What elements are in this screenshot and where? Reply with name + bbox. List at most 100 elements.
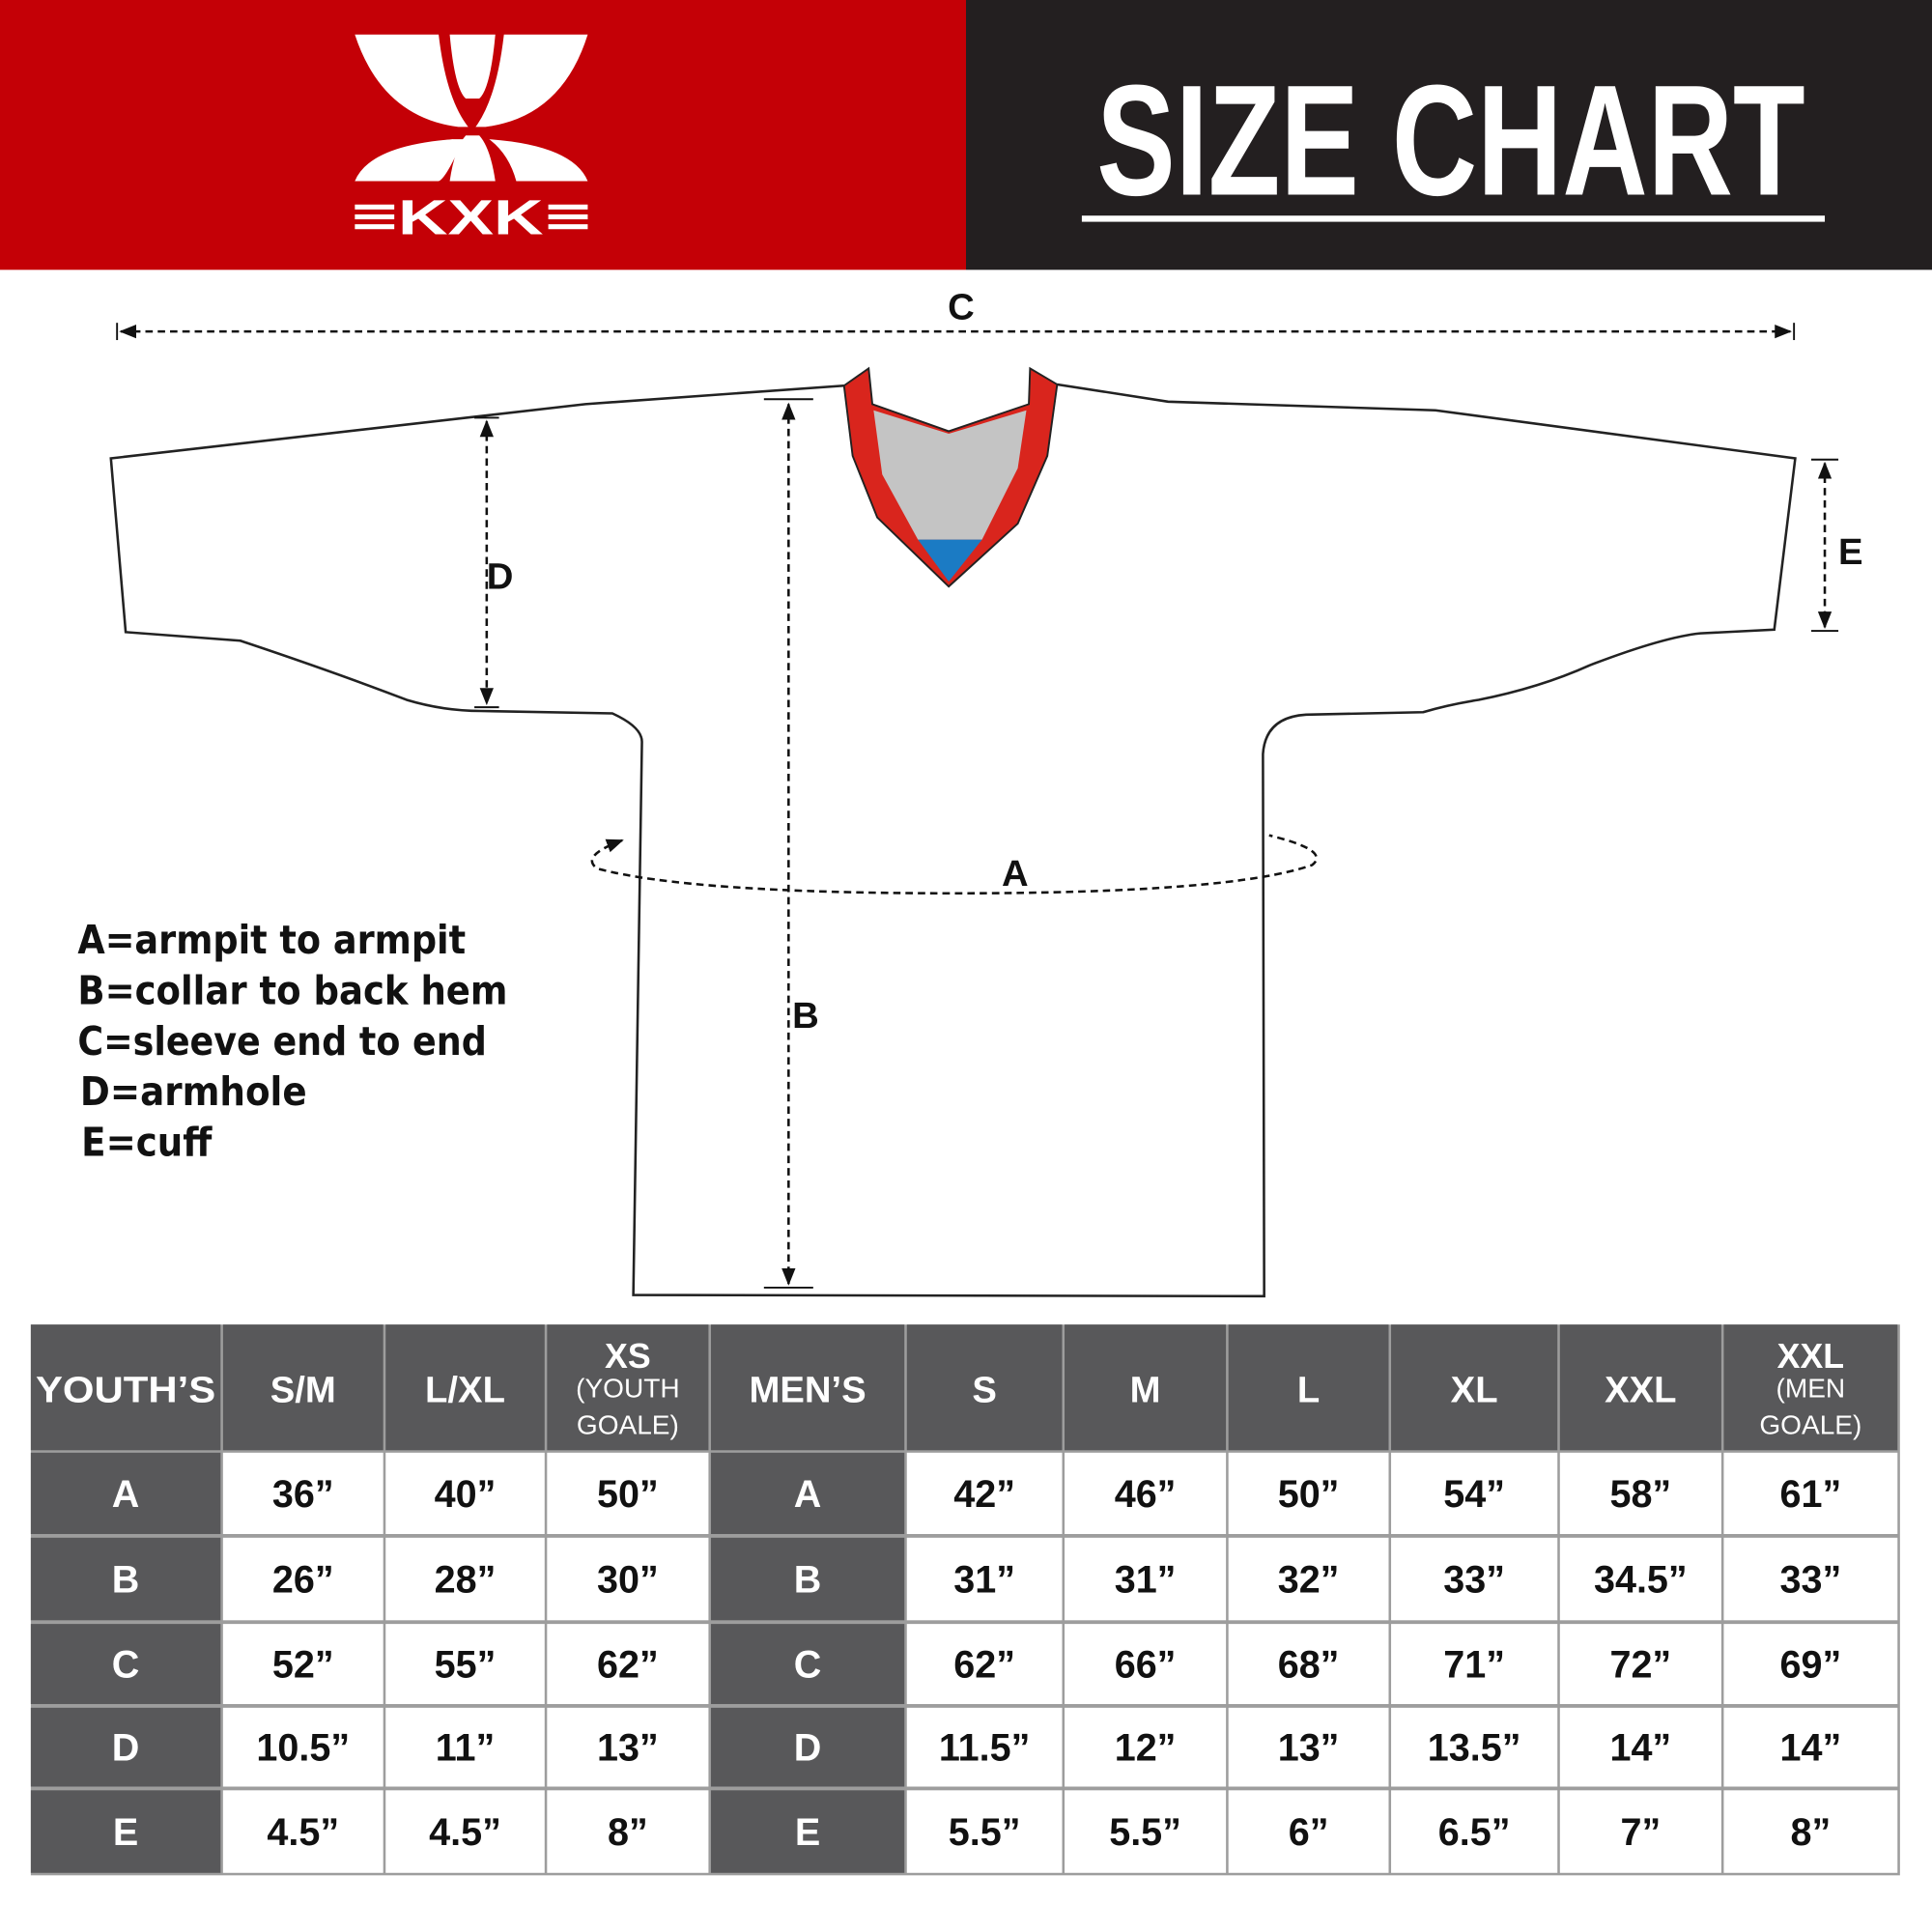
header-cell bbox=[710, 1324, 905, 1451]
cell-value: 66” bbox=[1115, 1644, 1177, 1687]
header-cell bbox=[1065, 1324, 1227, 1451]
logo-wordmark: KXK bbox=[398, 189, 544, 244]
header-label: M bbox=[1130, 1370, 1161, 1411]
cell-value: 71” bbox=[1443, 1644, 1505, 1687]
cell-value: 32” bbox=[1278, 1559, 1340, 1602]
cell-value: 61” bbox=[1779, 1473, 1841, 1516]
header-cell bbox=[1228, 1324, 1389, 1451]
row-label-cell bbox=[710, 1452, 905, 1535]
label-c: C bbox=[948, 286, 975, 327]
table-cell bbox=[547, 1624, 709, 1705]
table-cell bbox=[1559, 1624, 1721, 1705]
row-label-cell bbox=[710, 1707, 905, 1787]
header-sublabel: GOALE) bbox=[1759, 1410, 1861, 1440]
row-label-cell bbox=[30, 1537, 221, 1621]
kxk-logo: KXK bbox=[355, 34, 588, 244]
row-label: A bbox=[794, 1473, 822, 1516]
cell-value: 14” bbox=[1779, 1727, 1841, 1770]
label-e: E bbox=[1838, 531, 1863, 573]
label-a: A bbox=[1002, 853, 1029, 895]
row-label: E bbox=[113, 1811, 138, 1854]
header-label: XXL bbox=[1777, 1337, 1844, 1376]
cell-value: 13” bbox=[597, 1727, 659, 1770]
table-cell bbox=[1391, 1452, 1558, 1535]
table-cell bbox=[547, 1707, 709, 1787]
cell-value: 13” bbox=[1278, 1727, 1340, 1770]
table-cell bbox=[906, 1707, 1063, 1787]
header-label: S bbox=[972, 1370, 997, 1411]
table-cell bbox=[906, 1790, 1063, 1873]
cell-value: 33” bbox=[1779, 1559, 1841, 1602]
table-cell bbox=[1559, 1707, 1721, 1787]
header-cell bbox=[222, 1324, 384, 1451]
dimension-a-loop bbox=[590, 834, 1319, 895]
row-label-cell bbox=[30, 1452, 221, 1535]
header-cell bbox=[30, 1324, 221, 1451]
row-label-cell bbox=[30, 1624, 221, 1705]
cell-value: 34.5” bbox=[1594, 1559, 1688, 1602]
cell-value: 36” bbox=[272, 1473, 334, 1516]
header-label: L bbox=[1297, 1370, 1320, 1411]
table-cell bbox=[1391, 1537, 1558, 1621]
legend-item: A=armpit to armpit bbox=[77, 917, 466, 963]
table-cell bbox=[1391, 1790, 1558, 1873]
header-cell bbox=[1723, 1324, 1898, 1451]
header-label: YOUTH’S bbox=[36, 1370, 215, 1411]
cell-value: 69” bbox=[1779, 1644, 1841, 1687]
table-cell bbox=[222, 1452, 384, 1535]
cell-value: 6” bbox=[1289, 1811, 1329, 1854]
cell-value: 5.5” bbox=[1109, 1811, 1181, 1854]
cell-value: 4.5” bbox=[429, 1811, 501, 1854]
table-cell bbox=[1559, 1537, 1721, 1621]
table-cell bbox=[1723, 1790, 1898, 1873]
header-cell bbox=[1391, 1324, 1558, 1451]
header-label: L/XL bbox=[425, 1370, 505, 1411]
cell-value: 54” bbox=[1443, 1473, 1505, 1516]
cell-value: 14” bbox=[1609, 1727, 1671, 1770]
cell-value: 55” bbox=[435, 1644, 497, 1687]
cell-value: 11” bbox=[436, 1727, 496, 1770]
cell-value: 5.5” bbox=[949, 1811, 1021, 1854]
header-label: MEN’S bbox=[750, 1370, 867, 1411]
jersey-outline bbox=[109, 383, 1797, 1298]
cell-value: 40” bbox=[435, 1473, 497, 1516]
table-cell bbox=[222, 1624, 384, 1705]
table-cell bbox=[1723, 1707, 1898, 1787]
table-cell bbox=[1723, 1452, 1898, 1535]
table-cell bbox=[1391, 1624, 1558, 1705]
header-sublabel: (MEN bbox=[1776, 1373, 1846, 1403]
table-cell bbox=[1559, 1790, 1721, 1873]
table-cell bbox=[385, 1707, 545, 1787]
cell-value: 46” bbox=[1115, 1473, 1177, 1516]
cell-value: 50” bbox=[597, 1473, 659, 1516]
header-cell bbox=[385, 1324, 545, 1451]
table-cell bbox=[385, 1624, 545, 1705]
collar-inner bbox=[873, 410, 1027, 540]
table-cell bbox=[1723, 1537, 1898, 1621]
table-cell bbox=[385, 1452, 545, 1535]
header-label: XXL bbox=[1605, 1370, 1676, 1411]
table-cell bbox=[1559, 1452, 1721, 1535]
table-cell bbox=[547, 1537, 709, 1621]
cell-value: 8” bbox=[608, 1811, 648, 1854]
cell-value: 11.5” bbox=[939, 1727, 1031, 1770]
table-cell bbox=[1228, 1790, 1389, 1873]
table-cell bbox=[547, 1452, 709, 1535]
jersey-diagram: C D B E A A=armpit to armpit B=collar to… bbox=[77, 286, 1863, 1298]
table-cell bbox=[1228, 1624, 1389, 1705]
table-cell bbox=[222, 1790, 384, 1873]
cell-value: 68” bbox=[1278, 1644, 1340, 1687]
cell-value: 52” bbox=[272, 1644, 334, 1687]
table-cell bbox=[385, 1790, 545, 1873]
legend-item: B=collar to back hem bbox=[77, 968, 507, 1014]
header-sublabel: (YOUTH bbox=[576, 1373, 680, 1403]
legend-item: C=sleeve end to end bbox=[77, 1018, 486, 1065]
header-label: XS bbox=[605, 1337, 651, 1376]
title-underline bbox=[1081, 215, 1826, 222]
title-banner bbox=[966, 0, 1932, 270]
table-cell bbox=[222, 1707, 384, 1787]
cell-value: 62” bbox=[953, 1644, 1015, 1687]
row-label: E bbox=[795, 1811, 820, 1854]
table-cell bbox=[385, 1537, 545, 1621]
